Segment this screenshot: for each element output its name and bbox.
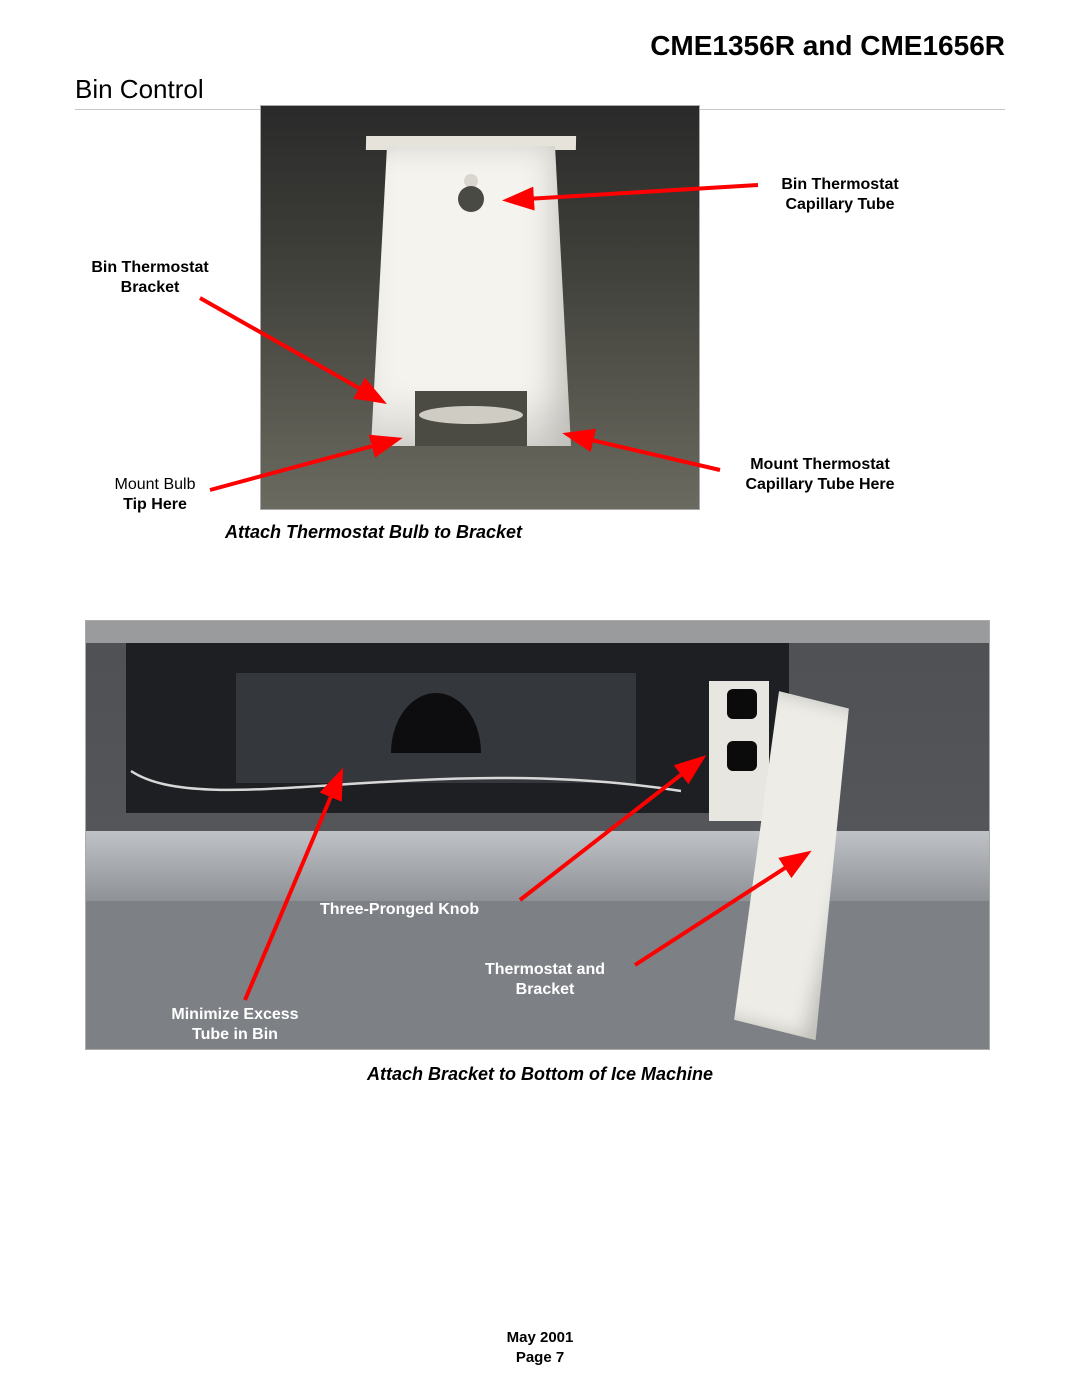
page-footer: May 2001 Page 7 (0, 1328, 1080, 1367)
label-mount-capillary: Mount Thermostat Capillary Tube Here (720, 455, 920, 495)
figure-2-caption: Attach Bracket to Bottom of Ice Machine (0, 1064, 1080, 1085)
figure-1-photo (260, 105, 700, 510)
label-mount-bulb-tip: Mount Bulb Tip Here (95, 475, 215, 515)
label-thermostat-bracket: Thermostat and Bracket (455, 960, 635, 1000)
label-three-pronged-knob: Three-Pronged Knob (320, 900, 540, 920)
document-title: CME1356R and CME1656R (75, 30, 1005, 62)
footer-date: May 2001 (0, 1328, 1080, 1348)
label-capillary-tube: Bin Thermostat Capillary Tube (760, 175, 920, 215)
figure-1-caption: Attach Thermostat Bulb to Bracket (225, 522, 522, 543)
label-bin-thermostat-bracket: Bin Thermostat Bracket (75, 258, 225, 298)
footer-page: Page 7 (0, 1348, 1080, 1368)
section-title: Bin Control (75, 74, 1005, 105)
label-minimize-excess: Minimize Excess Tube in Bin (140, 1005, 330, 1045)
